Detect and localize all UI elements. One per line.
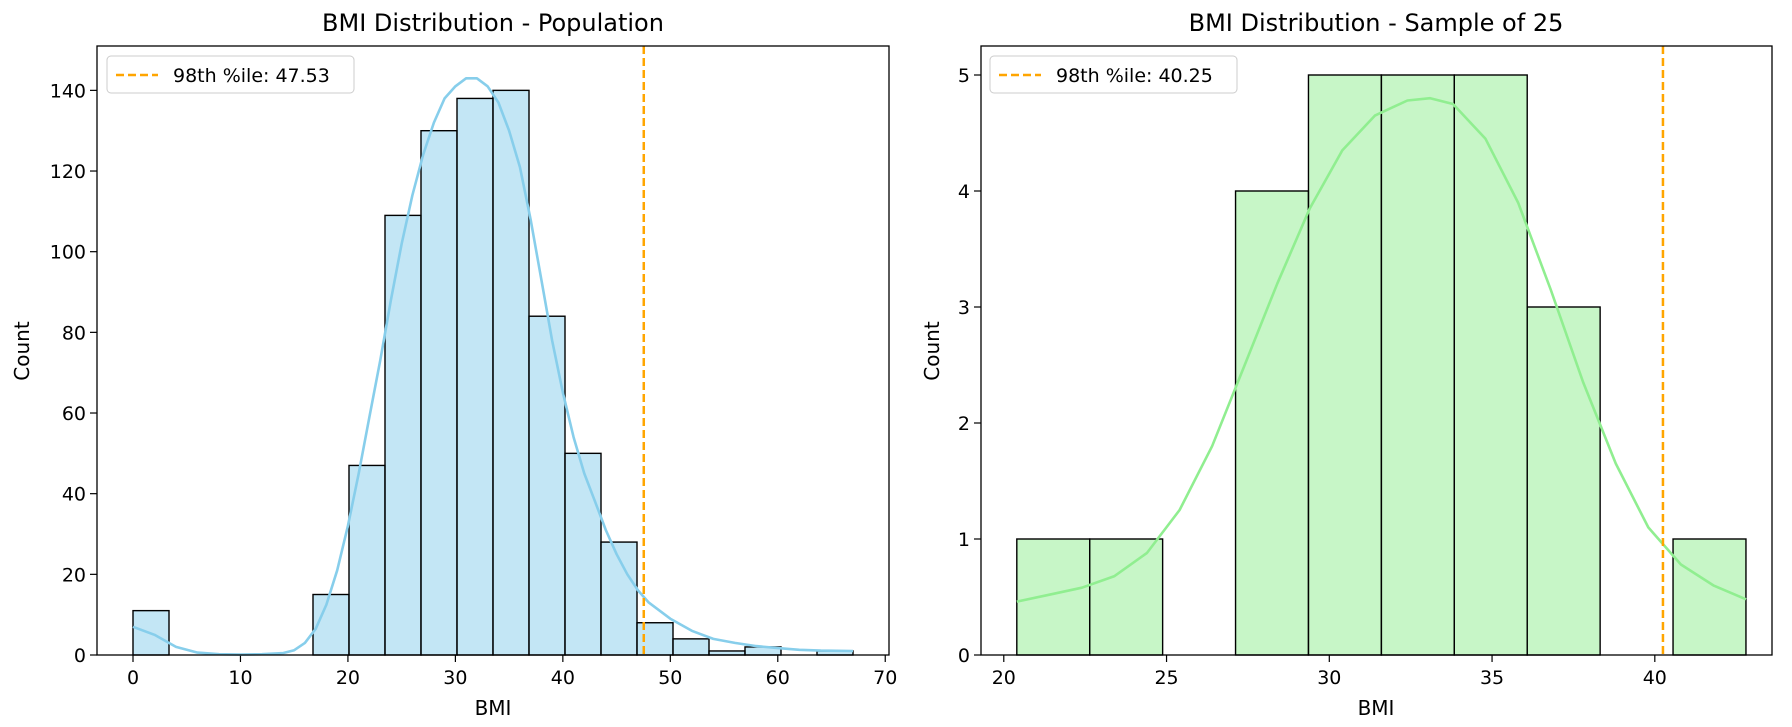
y-axis-label: Count <box>920 321 944 381</box>
legend-label: 98th %ile: 40.25 <box>1056 65 1213 87</box>
histogram-bar <box>636 622 674 656</box>
chart-title: BMI Distribution - Sample of 25 <box>1189 9 1564 37</box>
legend: 98th %ile: 40.25 <box>989 55 1238 94</box>
x-tick-label: 50 <box>658 667 682 689</box>
panel-sample: BMI Distribution - Sample of 25 0 1 2 3 4 5 2… <box>920 9 1773 720</box>
histogram-bar <box>1380 74 1455 656</box>
histogram-bar <box>672 638 710 656</box>
kde-line <box>132 77 854 656</box>
y-tick-label: 60 <box>62 403 86 425</box>
y-tick-label: 80 <box>62 322 86 344</box>
x-tick-label: 30 <box>1317 667 1341 689</box>
histogram-bar <box>1089 538 1164 656</box>
y-tick-label: 40 <box>62 484 86 506</box>
histogram-bar <box>492 89 530 656</box>
y-tick-label: 20 <box>62 564 86 586</box>
histogram-bar <box>420 129 458 656</box>
legend-frame <box>989 55 1238 94</box>
x-tick-label: 40 <box>1643 667 1667 689</box>
kde-curve <box>132 77 854 656</box>
y-tick-labels: 0 1 2 3 4 5 <box>958 65 981 667</box>
y-tick-label: 0 <box>958 645 970 667</box>
x-tick-label: 0 <box>127 667 139 689</box>
x-tick-labels: 0 10 20 30 40 50 60 70 <box>127 655 897 689</box>
panel-population: BMI Distribution - Population 0 20 40 60 80 1… <box>10 9 897 720</box>
y-tick-label: 0 <box>74 645 86 667</box>
y-tick-label: 1 <box>958 529 970 551</box>
bars <box>1016 74 1747 656</box>
histogram-bar <box>1672 538 1747 656</box>
histogram-bar <box>1526 306 1601 656</box>
x-tick-labels: 20 25 30 35 40 <box>992 655 1667 689</box>
histogram-bar <box>1016 538 1091 656</box>
histogram-bar <box>1234 190 1310 656</box>
x-tick-label: 70 <box>873 667 897 689</box>
x-tick-label: 35 <box>1480 667 1504 689</box>
y-tick-label: 5 <box>958 65 970 87</box>
kde-curve <box>1016 96 1747 603</box>
plot-frame <box>96 45 890 656</box>
plot-frame <box>980 45 1773 656</box>
x-tick-label: 30 <box>443 667 467 689</box>
x-axis-label: BMI <box>475 696 512 720</box>
histogram-bar <box>456 97 494 656</box>
x-tick-label: 10 <box>228 667 252 689</box>
histogram-bar <box>1453 74 1528 656</box>
legend: 98th %ile: 47.53 <box>106 55 355 94</box>
histogram-bar <box>384 214 422 656</box>
histogram-bar <box>528 315 566 656</box>
y-tick-label: 3 <box>958 297 970 319</box>
x-tick-label: 20 <box>992 667 1016 689</box>
histogram-bar <box>564 452 602 656</box>
kde-line <box>1016 96 1747 603</box>
histogram-bar <box>1307 74 1383 656</box>
y-tick-label: 4 <box>958 181 970 203</box>
x-tick-label: 20 <box>336 667 360 689</box>
x-tick-label: 60 <box>766 667 790 689</box>
legend-frame <box>106 55 355 94</box>
legend-label: 98th %ile: 47.53 <box>173 65 330 87</box>
y-tick-label: 100 <box>50 242 86 264</box>
bars <box>132 89 854 656</box>
y-tick-label: 2 <box>958 413 970 435</box>
x-axis-label: BMI <box>1358 696 1395 720</box>
x-tick-label: 40 <box>551 667 575 689</box>
y-tick-label: 120 <box>50 161 86 183</box>
chart-title: BMI Distribution - Population <box>322 9 664 37</box>
y-tick-label: 140 <box>50 80 86 102</box>
x-tick-label: 25 <box>1154 667 1178 689</box>
y-axis-label: Count <box>10 321 34 381</box>
y-tick-labels: 0 20 40 60 80 100 120 140 <box>50 80 97 667</box>
